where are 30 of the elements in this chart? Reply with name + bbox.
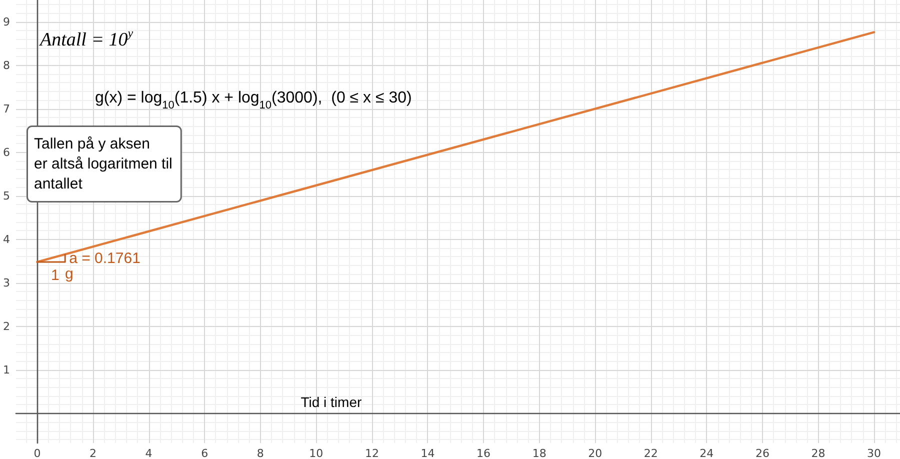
- x-tick-label: 18: [532, 447, 546, 459]
- y-tick-label: 1: [3, 363, 10, 376]
- x-tick-label: 24: [700, 447, 714, 459]
- x-tick-label: 8: [256, 447, 264, 459]
- x-tick-label: 10: [309, 447, 324, 459]
- x-tick-label: 26: [755, 447, 770, 459]
- x-tick-label: 6: [201, 447, 208, 459]
- annotation: 1: [50, 266, 60, 284]
- x-tick-label: 28: [811, 447, 826, 459]
- y-tick-label: 8: [3, 58, 10, 72]
- y-tick-label: 2: [3, 320, 10, 333]
- x-tick-label: 12: [364, 447, 379, 459]
- y-tick-label: 9: [3, 15, 10, 28]
- x-tick-label: 0: [34, 447, 41, 459]
- y-tick-label: 4: [3, 232, 10, 246]
- y-tick-label: 6: [3, 146, 10, 159]
- x-tick-label: 2: [89, 447, 96, 459]
- x-tick-label: 30: [867, 447, 882, 459]
- series-label: g: [65, 265, 74, 282]
- x-tick-label: 20: [588, 447, 602, 459]
- annotation: Tallen på y aksen er altså logaritmen til antallet: [34, 136, 172, 192]
- annotation: a = 0.1761: [69, 250, 140, 267]
- y-tick-label: 7: [3, 102, 10, 116]
- x-tick-label: 4: [145, 447, 152, 459]
- y-tick-label: 5: [3, 189, 10, 202]
- x-axis-title: Tid i timer: [300, 394, 362, 410]
- y-tick-label: 3: [3, 276, 10, 290]
- x-tick-label: 14: [420, 447, 435, 459]
- x-tick-label: 22: [644, 447, 658, 459]
- x-tick-label: 16: [476, 447, 491, 459]
